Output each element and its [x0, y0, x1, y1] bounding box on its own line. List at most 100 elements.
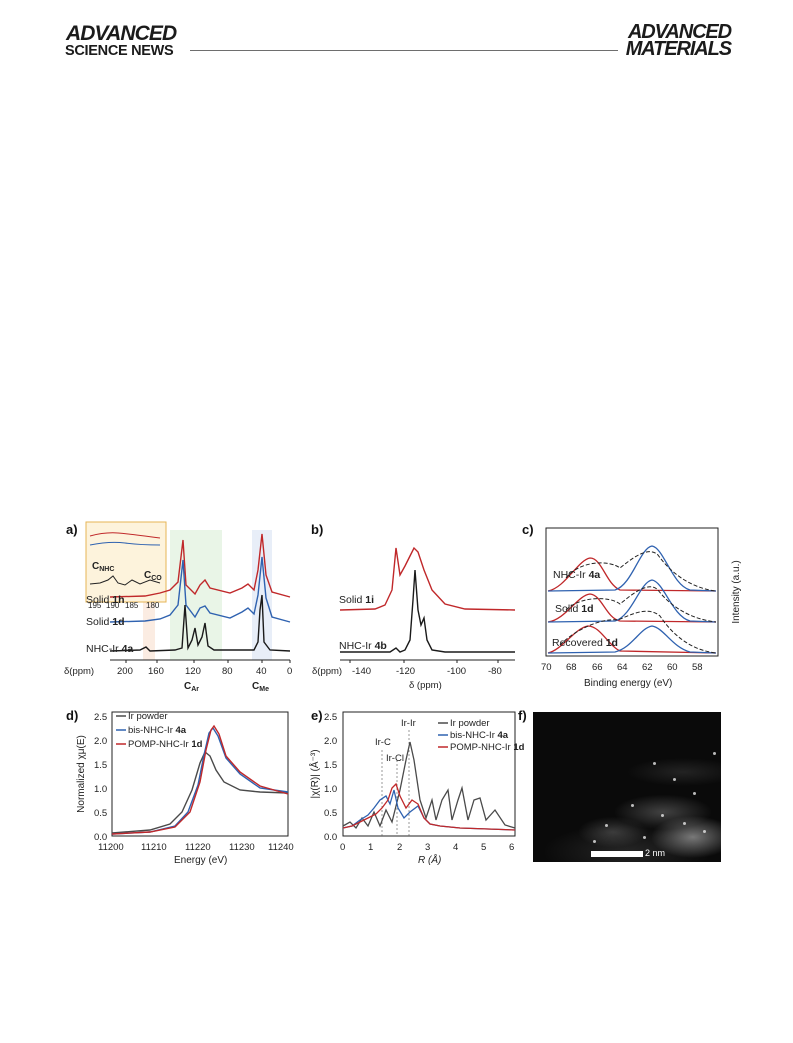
- panel-e-xlabel: R (Å): [418, 853, 441, 866]
- panel-e-ylabel: |χ(R)| (Å⁻³): [308, 749, 321, 798]
- panel-b-xtick: -80: [488, 666, 502, 677]
- panel-e-ytick: 2.0: [324, 736, 337, 747]
- spectrum-1h: [109, 533, 291, 598]
- xanes-bis-nhc: [111, 726, 289, 835]
- panel-c-xtick: 62: [642, 662, 653, 673]
- panel-c-xtick: 60: [667, 662, 678, 673]
- series-label-1i: Solid 1i: [339, 594, 374, 606]
- panel-f-label: f): [518, 708, 527, 723]
- panel-d: d) Ir powder bis-NHC-Ir 4a POMP-NHC-Ir 1…: [66, 708, 294, 866]
- panel-c-label: c): [522, 522, 534, 537]
- fit-sum-1: [565, 551, 717, 592]
- panel-e-frame: [342, 711, 516, 837]
- stem-atom: [693, 792, 696, 795]
- stem-atom: [631, 804, 634, 807]
- exafs-pomp-nhc: [342, 782, 516, 831]
- inset-label-cco: CCO: [144, 570, 162, 582]
- annot-ir-cl: Ir-Cl: [386, 753, 404, 764]
- brand-science-news: SCIENCE NEWS: [65, 43, 174, 59]
- panel-a-xtick: 0: [287, 666, 292, 677]
- panel-d-ytick: 1.5: [94, 760, 107, 771]
- panel-c-xtick: 70: [541, 662, 552, 673]
- inset-black-line: [89, 575, 161, 586]
- inset-red-line: [89, 532, 161, 539]
- spectrum-4a: [109, 594, 291, 652]
- scale-bar-label: 2 nm: [645, 848, 666, 858]
- panel-a-xtick: 200: [117, 666, 133, 677]
- panel-c-xtick: 58: [692, 662, 703, 673]
- panel-a-xlabel: δ(ppm): [64, 666, 94, 677]
- fit-red-2: [547, 593, 717, 623]
- panel-a-ticks: [125, 660, 291, 663]
- panel-e-xtick: 5: [481, 842, 486, 853]
- series-label-c-4a: NHC-Ir 4a: [553, 569, 600, 581]
- series-label-4a: NHC-Ir 4a: [86, 643, 133, 655]
- panel-e-ytick: 2.5: [324, 712, 337, 723]
- scale-bar: [591, 851, 643, 857]
- spectrum-4b: [340, 569, 515, 653]
- panel-c-ylabel: Intensity (a.u.): [731, 560, 742, 623]
- panel-d-frame: [111, 711, 289, 837]
- fit-sum-3: [559, 610, 717, 654]
- fit-sum-2: [565, 586, 717, 623]
- panel-d-ytick: 2.0: [94, 736, 107, 747]
- spectrum-1d: [109, 556, 291, 623]
- stem-atom: [643, 836, 646, 839]
- panel-e-xtick: 0: [340, 842, 345, 853]
- panel-e-ytick: 0.5: [324, 808, 337, 819]
- series-label-4b: NHC-Ir 4b: [339, 640, 387, 652]
- panel-b: b) Solid 1i NHC-Ir 4b δ(ppm) -140 -120 -…: [311, 522, 516, 691]
- panel-e-ytick: 0.0: [324, 832, 337, 843]
- panel-d-xtick: 11230: [229, 842, 255, 853]
- legend-e-0: Ir powder: [450, 718, 490, 729]
- legend-d-0: Ir powder: [128, 711, 168, 722]
- label-c-me: CMe: [252, 681, 269, 693]
- svg-text:195: 195: [88, 601, 102, 610]
- stem-atom: [593, 840, 596, 843]
- xanes-pomp-nhc: [111, 724, 289, 835]
- panel-c-frame: [545, 527, 719, 657]
- panel-d-xtick: 11200: [98, 842, 124, 853]
- panel-c: c) NHC-Ir 4a Solid 1d Recovered 1d Inten…: [522, 522, 742, 689]
- header-rule: [190, 50, 618, 51]
- fit-blue-3: [547, 625, 717, 654]
- svg-text:180: 180: [146, 601, 160, 610]
- fit-blue-1: [547, 545, 717, 592]
- inset-box: [85, 521, 167, 603]
- panel-e-xtick: 6: [509, 842, 514, 853]
- panel-d-label: d): [66, 708, 78, 723]
- panel-d-ylabel: Normalized χμ(E): [76, 735, 87, 813]
- panel-d-ytick: 1.0: [94, 784, 107, 795]
- stem-atom: [713, 752, 716, 755]
- fit-red-1: [547, 557, 717, 592]
- band-green: [170, 530, 222, 660]
- spectrum-1i: [339, 546, 516, 611]
- panel-d-xlabel: Energy (eV): [174, 855, 227, 866]
- panel-e-label: e): [311, 708, 323, 723]
- brand-advanced: ADVANCED: [66, 22, 177, 45]
- panel-c-xtick: 64: [617, 662, 628, 673]
- stem-atom: [661, 814, 664, 817]
- panel-c-xtick: 66: [592, 662, 603, 673]
- panel-c-xlabel: Binding energy (eV): [584, 678, 672, 689]
- legend-d-1: bis-NHC-Ir 4a: [128, 725, 187, 736]
- label-c-ar: CAr: [184, 681, 199, 693]
- panel-b-label: b): [311, 522, 323, 537]
- journal-logo-right: ADVANCED MATERIALS: [623, 21, 732, 59]
- panel-c-xtick: 68: [566, 662, 577, 673]
- panel-d-ytick: 2.5: [94, 712, 107, 723]
- panel-a-label: a): [66, 522, 78, 537]
- panel-a: a) CNHC CCO 195 190 185 180 Solid 1h Sol…: [64, 521, 292, 693]
- legend-e-2: POMP-NHC-Ir 1d: [450, 742, 525, 753]
- panel-e-xtick: 3: [425, 842, 430, 853]
- exafs-ir-powder: [342, 741, 516, 830]
- panel-b-xtick: -140: [352, 666, 371, 677]
- brand-advanced-right: ADVANCED: [627, 21, 732, 43]
- stem-glow: [533, 712, 721, 862]
- legend-d-2: POMP-NHC-Ir 1d: [128, 739, 203, 750]
- panel-d-ytick: 0.0: [94, 832, 107, 843]
- panel-a-xtick: 120: [185, 666, 201, 677]
- series-label-1d: Solid 1d: [86, 616, 125, 628]
- svg-text:190: 190: [106, 601, 120, 610]
- series-label-c-1d: Solid 1d: [555, 603, 594, 615]
